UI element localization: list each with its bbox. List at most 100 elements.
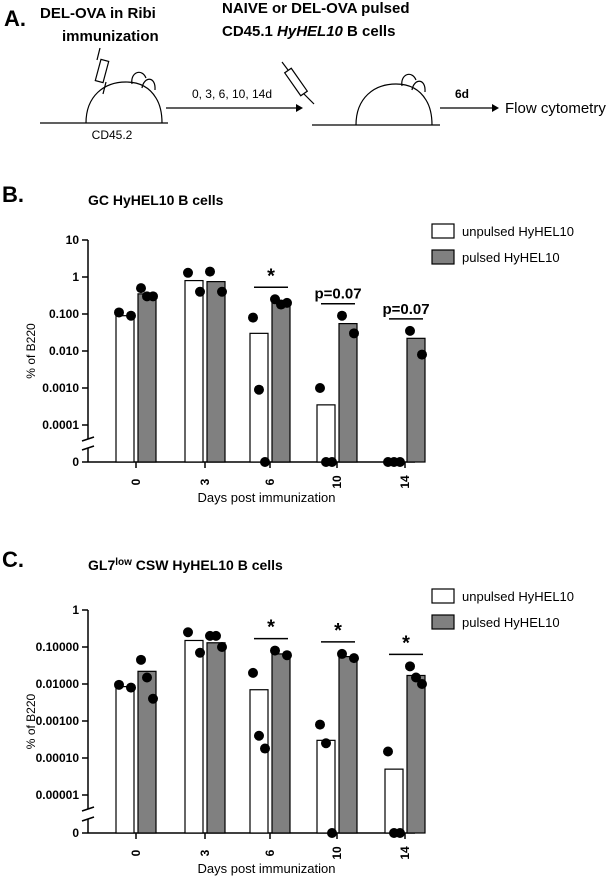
y-tick-label: 0.00001	[36, 788, 80, 802]
data-point	[395, 828, 405, 838]
bar	[206, 281, 226, 463]
bar	[316, 404, 336, 463]
data-point	[148, 693, 158, 704]
data-point	[195, 286, 205, 297]
panel-label: C.	[2, 547, 24, 572]
data-point	[136, 283, 146, 294]
chart-title-part: GL7	[88, 557, 115, 573]
y-tick-label: 0.100	[49, 307, 79, 321]
data-point	[205, 266, 215, 277]
x-tick-label: 3	[198, 849, 212, 856]
data-point	[349, 653, 359, 664]
y-tick-label: 0	[72, 826, 79, 840]
data-point	[126, 310, 136, 321]
data-point	[114, 307, 124, 318]
panel-label: A.	[4, 6, 26, 31]
arrow-head	[296, 104, 303, 112]
bar	[338, 656, 358, 834]
data-point	[282, 297, 292, 308]
timepoints-label: 0, 3, 6, 10, 14d	[192, 87, 272, 101]
bar	[184, 639, 204, 834]
y-tick-label: 1	[72, 270, 79, 284]
y-tick-label: 0.0010	[42, 381, 79, 395]
y-axis-label: % of B220	[24, 323, 38, 379]
data-point	[126, 682, 136, 693]
significance-label: *	[267, 617, 275, 639]
data-point	[217, 286, 227, 297]
data-point	[395, 457, 405, 467]
bar	[271, 653, 291, 834]
y-tick-label: 0.00010	[36, 751, 80, 765]
data-point	[183, 627, 193, 638]
data-point	[315, 719, 325, 730]
cells-text: CD45.1 HyHEL10 B cells	[222, 23, 395, 40]
legend-swatch	[431, 614, 455, 630]
x-tick-label: 10	[330, 846, 344, 860]
data-point	[282, 650, 292, 661]
legend-label: unpulsed HyHEL10	[462, 589, 574, 604]
data-point	[183, 267, 193, 278]
legend-label: pulsed HyHEL10	[462, 250, 560, 265]
data-point	[136, 654, 146, 665]
wait-label: 6d	[455, 87, 469, 101]
data-point	[411, 672, 421, 683]
x-tick-label: 14	[398, 475, 412, 489]
axis-break	[81, 436, 95, 442]
chart-title-part: CSW HyHEL10 B cells	[132, 557, 283, 573]
significance-label: p=0.07	[382, 301, 429, 318]
mouse-icon	[40, 47, 168, 124]
data-point	[248, 667, 258, 678]
y-tick-label: 0.010	[49, 344, 79, 358]
data-point	[405, 661, 415, 672]
data-point	[337, 648, 347, 659]
bar	[249, 689, 269, 834]
cells-text: NAIVE or DEL-OVA pulsed	[222, 0, 410, 17]
arrow-head	[492, 104, 499, 112]
axis-break	[81, 806, 95, 812]
data-point	[248, 312, 258, 323]
x-tick-label: 10	[330, 475, 344, 489]
chart-title-part: GC HyHEL10 B cells	[88, 192, 224, 208]
legend-swatch	[431, 223, 455, 239]
data-point	[327, 828, 337, 838]
data-point	[260, 743, 270, 754]
cells-text-part: CD45.1	[222, 23, 277, 40]
data-point	[315, 383, 325, 393]
x-tick-label: 0	[129, 849, 143, 856]
data-point	[142, 672, 152, 683]
data-point	[260, 457, 270, 467]
data-point	[405, 325, 415, 336]
data-point	[383, 746, 393, 757]
y-tick-label: 0.00100	[36, 714, 80, 728]
bar	[249, 332, 269, 463]
bar	[115, 315, 135, 463]
axis-break	[81, 816, 95, 822]
x-tick-label: 6	[263, 478, 277, 485]
bar	[137, 670, 157, 834]
y-tick-label: 0.10000	[36, 640, 80, 654]
legend-label: unpulsed HyHEL10	[462, 224, 574, 239]
data-point	[217, 642, 227, 652]
x-tick-label: 6	[263, 849, 277, 856]
chart-title: GC HyHEL10 B cells	[88, 192, 224, 208]
bar	[384, 768, 404, 834]
data-point	[337, 310, 347, 321]
data-point	[254, 384, 264, 395]
data-point	[148, 291, 158, 302]
bar	[137, 293, 157, 463]
significance-label: *	[334, 620, 342, 642]
bar	[115, 686, 135, 834]
data-point	[349, 328, 359, 339]
data-point	[327, 457, 337, 467]
donor-text: immunization	[62, 28, 159, 45]
bar	[184, 279, 204, 463]
significance-label: *	[402, 632, 410, 654]
axis-break	[81, 445, 95, 451]
chart-title: GL7low CSW HyHEL10 B cells	[88, 557, 283, 574]
chart-title-part: low	[115, 557, 132, 568]
data-point	[195, 647, 205, 658]
legend-label: pulsed HyHEL10	[462, 615, 560, 630]
x-axis-label: Days post immunization	[198, 861, 336, 876]
cells-text-part: HyHEL10	[277, 23, 344, 40]
